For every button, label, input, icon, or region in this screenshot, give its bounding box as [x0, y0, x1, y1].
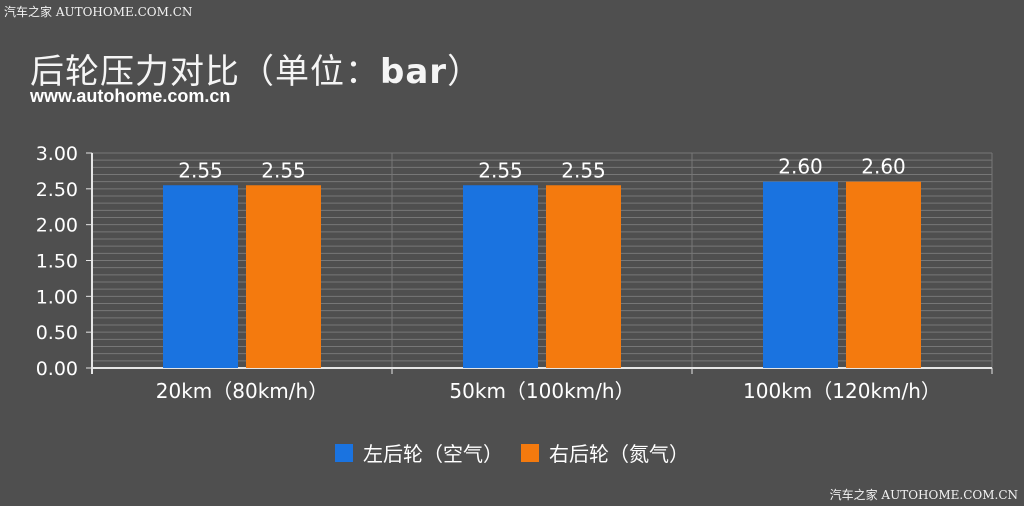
y-tick-label: 1.50 — [36, 251, 78, 273]
bar-air — [463, 185, 538, 368]
data-label: 2.55 — [561, 158, 606, 182]
data-label: 2.60 — [778, 155, 823, 179]
legend-label-air: 左后轮（空气） — [363, 442, 503, 466]
chart-subtitle: www.autohome.com.cn — [30, 86, 231, 106]
x-tick-label: 100km（120km/h） — [743, 379, 941, 403]
title-close: ） — [447, 52, 483, 92]
y-tick-label: 3.00 — [36, 143, 78, 165]
bar-air — [763, 181, 838, 368]
bar-air — [163, 185, 238, 368]
legend-item-nitrogen: 右后轮（氮气） — [521, 438, 689, 467]
data-label: 2.55 — [478, 158, 523, 182]
y-tick-label: 0.50 — [36, 322, 78, 344]
data-label: 2.60 — [861, 155, 906, 179]
bar-nitrogen — [246, 185, 321, 368]
y-tick-label: 0.00 — [36, 358, 78, 380]
title-unit: bar — [380, 52, 448, 92]
legend-item-air: 左后轮（空气） — [335, 438, 503, 467]
x-tick-label: 20km（80km/h） — [156, 379, 328, 403]
y-tick-label: 1.00 — [36, 286, 78, 308]
bar-nitrogen — [846, 181, 921, 368]
legend-label-nitrogen: 右后轮（氮气） — [549, 442, 689, 466]
x-tick-label: 50km（100km/h） — [449, 379, 634, 403]
data-label: 2.55 — [261, 158, 306, 182]
watermark-bottom: 汽车之家 AUTOHOME.COM.CN — [829, 488, 1018, 502]
legend-swatch-air — [335, 443, 353, 462]
chart-title: 后轮压力对比（单位：bar） — [30, 44, 482, 93]
watermark-top: 汽车之家 AUTOHOME.COM.CN — [4, 5, 193, 19]
bar-nitrogen — [546, 185, 621, 368]
legend-swatch-nitrogen — [521, 443, 539, 462]
legend: 左后轮（空气） 右后轮（氮气） — [0, 438, 1024, 467]
y-tick-label: 2.50 — [36, 179, 78, 201]
y-tick-label: 2.00 — [36, 215, 78, 237]
data-label: 2.55 — [178, 158, 223, 182]
title-main: 后轮压力对比（单位： — [30, 52, 380, 92]
